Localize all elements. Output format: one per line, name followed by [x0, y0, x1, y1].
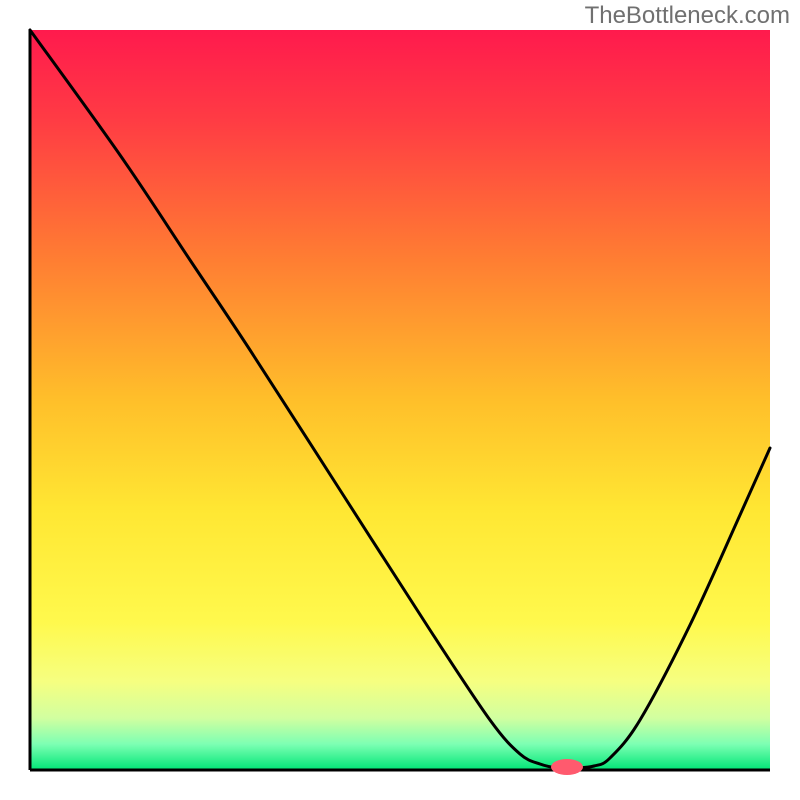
chart-container: { "watermark": { "text": "TheBottleneck.… [0, 0, 800, 800]
bottleneck-chart [0, 0, 800, 800]
minimum-marker [551, 759, 583, 775]
plot-background [30, 30, 770, 770]
